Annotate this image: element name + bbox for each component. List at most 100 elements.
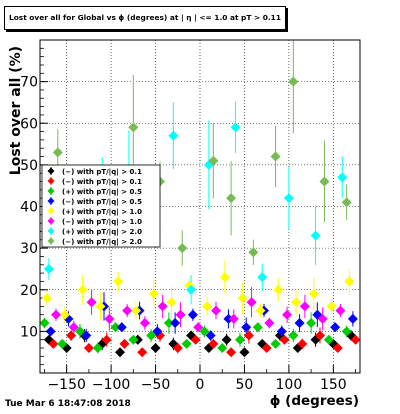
chart-title: Lost over all for Global vs ϕ (degrees) … (4, 6, 286, 30)
legend-marker (47, 187, 55, 195)
data-point (81, 330, 92, 341)
legend-marker (47, 217, 55, 225)
data-point (104, 313, 115, 324)
data-point (122, 305, 133, 316)
data-point (319, 176, 330, 187)
data-point (75, 326, 85, 337)
data-point (257, 272, 268, 283)
x-tick-label: −100 (92, 377, 130, 393)
data-point (264, 318, 275, 329)
data-point (306, 318, 317, 329)
data-point (113, 276, 124, 287)
data-point (294, 318, 305, 329)
data-point (61, 343, 72, 354)
data-point (148, 288, 159, 299)
data-point (208, 155, 219, 166)
data-point (279, 334, 290, 345)
data-point (230, 122, 241, 133)
data-point (235, 334, 245, 345)
data-point (350, 334, 361, 345)
data-point (219, 272, 230, 283)
data-point (308, 288, 319, 299)
data-point (226, 193, 237, 204)
legend-marker (47, 207, 55, 215)
x-tick-label: 0 (196, 377, 205, 393)
data-point (317, 313, 328, 324)
data-point (193, 322, 204, 333)
data-point (187, 309, 198, 320)
data-point (202, 301, 213, 312)
timestamp: Tue Mar 6 18:47:08 2018 (5, 399, 131, 409)
data-point (175, 309, 186, 320)
data-point (92, 343, 103, 354)
data-point (163, 318, 174, 329)
data-point (291, 297, 301, 308)
data-point (270, 151, 281, 162)
data-point (248, 247, 259, 258)
y-tick-label: 40 (20, 200, 38, 216)
data-point (139, 318, 150, 329)
data-point (239, 347, 250, 358)
data-point (86, 297, 97, 308)
data-point (115, 347, 125, 358)
data-point (315, 330, 325, 341)
data-point (172, 343, 183, 354)
y-tick-label: 30 (20, 241, 38, 257)
data-point (181, 338, 192, 349)
data-point (226, 347, 237, 358)
y-axis-label: Lost over all (%) (8, 46, 24, 175)
data-point (57, 338, 68, 349)
data-point (168, 130, 179, 141)
data-point (66, 330, 77, 341)
data-point (42, 293, 53, 304)
data-point (323, 334, 334, 345)
legend-marker (47, 177, 55, 185)
x-tick-label: −150 (47, 377, 85, 393)
data-point (297, 338, 308, 349)
data-point (288, 330, 299, 341)
data-point (116, 322, 127, 333)
data-point (77, 284, 88, 295)
legend-marker (47, 197, 55, 205)
data-point (341, 197, 352, 208)
data-point (146, 330, 157, 341)
data-point (152, 326, 163, 337)
legend-entry: (−) with pT/|q| > 2.0 (62, 238, 142, 247)
x-axis-label: ϕ (degrees) (270, 393, 359, 409)
data-point (241, 322, 252, 333)
data-point (39, 318, 50, 329)
legend-entry: (−) with pT/|q| > 0.1 (62, 168, 142, 177)
data-point (273, 284, 284, 295)
data-point (288, 76, 299, 87)
data-point (83, 343, 94, 354)
legend-entry: (+) with pT/|q| > 0.5 (62, 188, 142, 197)
data-point (119, 338, 130, 349)
data-point (347, 313, 358, 324)
data-point (330, 322, 341, 333)
legend-entry: (−) with pT/|q| > 1.0 (62, 218, 142, 227)
data-point (246, 297, 257, 308)
x-tick-label: 150 (320, 377, 347, 393)
data-point (52, 147, 63, 158)
data-point (326, 301, 337, 312)
y-tick-label: 70 (20, 75, 38, 91)
legend-entry: (−) with pT/|q| > 0.5 (62, 198, 142, 207)
y-tick-label: 20 (20, 283, 38, 299)
data-point (341, 326, 352, 337)
data-point (48, 338, 59, 349)
data-point (255, 305, 266, 316)
y-tick-label: 10 (20, 324, 38, 340)
data-point (199, 326, 210, 337)
data-point (211, 305, 221, 316)
data-point (68, 322, 79, 333)
data-point (276, 326, 287, 337)
data-point (128, 122, 139, 133)
data-point (221, 334, 232, 345)
data-point (170, 318, 181, 329)
data-point (243, 330, 254, 341)
data-point (337, 172, 348, 183)
data-point (186, 284, 197, 295)
data-point (131, 305, 141, 316)
legend-entry: (−) with pT/|q| > 0.1 (62, 178, 142, 187)
